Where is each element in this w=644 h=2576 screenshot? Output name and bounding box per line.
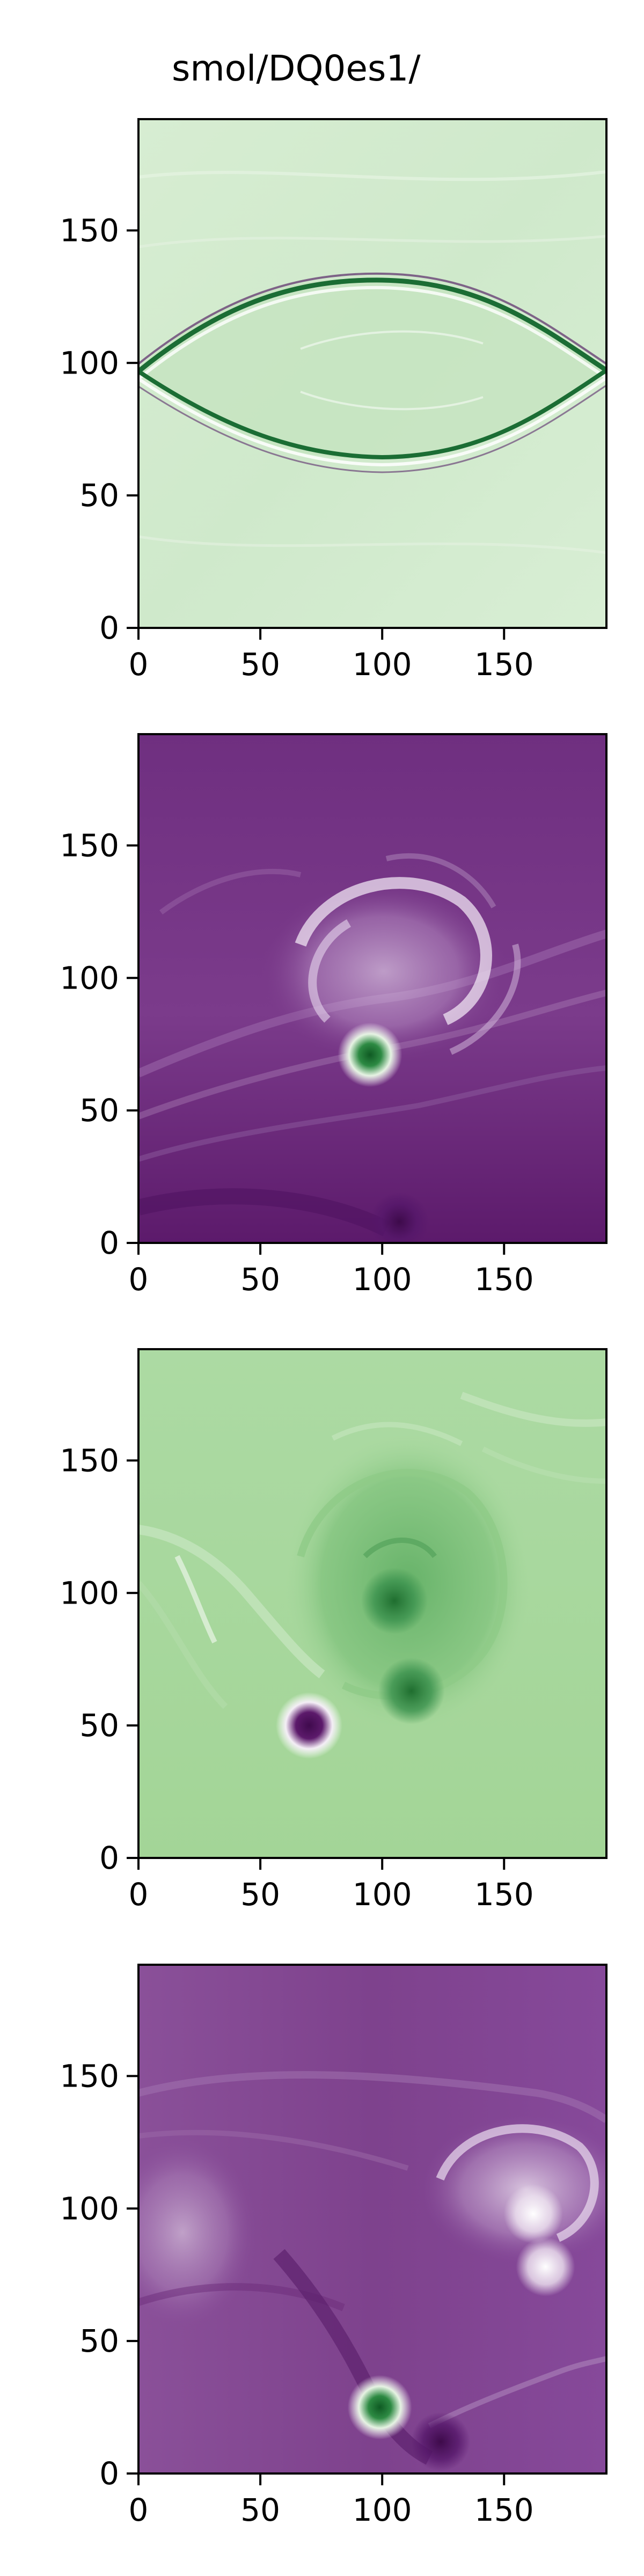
vortex-core-positive [378, 1657, 445, 1724]
x-tick-label: 0 [129, 646, 149, 683]
x-tick-label: 0 [129, 1876, 149, 1913]
panel-3-frame [137, 1348, 608, 1859]
panel-4: 0 50 100 150 0 50 100 150 [60, 1964, 608, 2528]
panel-3: 0 50 100 150 0 50 100 150 [60, 1348, 608, 1913]
vortex-core-positive [361, 1568, 428, 1635]
vortex-core-light [503, 2184, 563, 2244]
panel-3-y-axis: 0 50 100 150 [60, 1442, 138, 1876]
x-tick-label: 100 [353, 1876, 412, 1913]
y-tick-label: 0 [99, 1840, 119, 1876]
figure-title: smol/DQ0es1/ [172, 48, 421, 89]
panel-2: 0 50 100 150 0 50 100 150 [60, 733, 608, 1298]
x-tick-label: 50 [240, 646, 280, 683]
vortex-core-negative [275, 1692, 342, 1759]
y-tick-label: 50 [79, 1707, 119, 1744]
x-tick-label: 50 [240, 2492, 280, 2528]
vortex-core-negative [369, 1192, 429, 1243]
y-tick-label: 0 [99, 610, 119, 646]
y-tick-label: 150 [60, 2058, 119, 2094]
x-tick-label: 100 [353, 2492, 412, 2528]
y-tick-label: 50 [79, 2323, 119, 2359]
x-tick-label: 0 [129, 2492, 149, 2528]
vortex-core-positive [347, 2375, 412, 2440]
x-tick-label: 150 [474, 2492, 534, 2528]
panel-2-x-axis: 0 50 100 150 [129, 1243, 534, 1298]
panel-1-front-upper [138, 277, 606, 374]
x-tick-label: 150 [474, 1261, 534, 1298]
panel-3-vortices [275, 1568, 445, 1759]
panel-4-field [138, 1965, 606, 2473]
panel-4-frame [137, 1964, 608, 2475]
panel-2-frame [137, 733, 608, 1244]
vortex-core-positive [338, 1022, 402, 1087]
y-tick-label: 150 [60, 1442, 119, 1479]
panel-4-y-axis: 0 50 100 150 [60, 2058, 138, 2492]
y-tick-label: 0 [99, 2455, 119, 2492]
panel-2-field [138, 734, 606, 1243]
y-tick-label: 150 [60, 827, 119, 863]
panel-4-vortices [347, 2184, 575, 2471]
panel-2-y-axis: 0 50 100 150 [60, 827, 138, 1261]
x-tick-label: 50 [240, 1261, 280, 1298]
panel-1-frame [137, 118, 608, 629]
panel-2-vortices [338, 1022, 429, 1243]
panel-1-x-axis: 0 50 100 150 [129, 628, 534, 683]
x-tick-label: 100 [353, 646, 412, 683]
x-tick-label: 150 [474, 646, 534, 683]
panel-1-y-axis: 0 50 100 150 [60, 212, 138, 646]
panel-1-front-lower [138, 368, 606, 460]
y-tick-label: 100 [60, 1575, 119, 1611]
vortex-core-light [516, 2237, 575, 2296]
y-tick-label: 100 [60, 2190, 119, 2227]
panel-4-x-axis: 0 50 100 150 [129, 2473, 534, 2528]
x-tick-label: 100 [353, 1261, 412, 1298]
panel-3-field [138, 1349, 606, 1858]
x-tick-label: 50 [240, 1876, 280, 1913]
panel-1-field [138, 119, 606, 628]
x-tick-label: 150 [474, 1876, 534, 1913]
y-tick-label: 50 [79, 1092, 119, 1129]
vortex-core-negative [411, 2412, 471, 2471]
y-tick-label: 150 [60, 212, 119, 248]
y-tick-label: 0 [99, 1225, 119, 1261]
y-tick-label: 100 [60, 345, 119, 381]
x-tick-label: 0 [129, 1261, 149, 1298]
panel-3-x-axis: 0 50 100 150 [129, 1858, 534, 1913]
y-tick-label: 50 [79, 477, 119, 514]
panel-1: 0 50 100 150 0 50 100 150 [60, 118, 608, 683]
y-tick-label: 100 [60, 960, 119, 996]
